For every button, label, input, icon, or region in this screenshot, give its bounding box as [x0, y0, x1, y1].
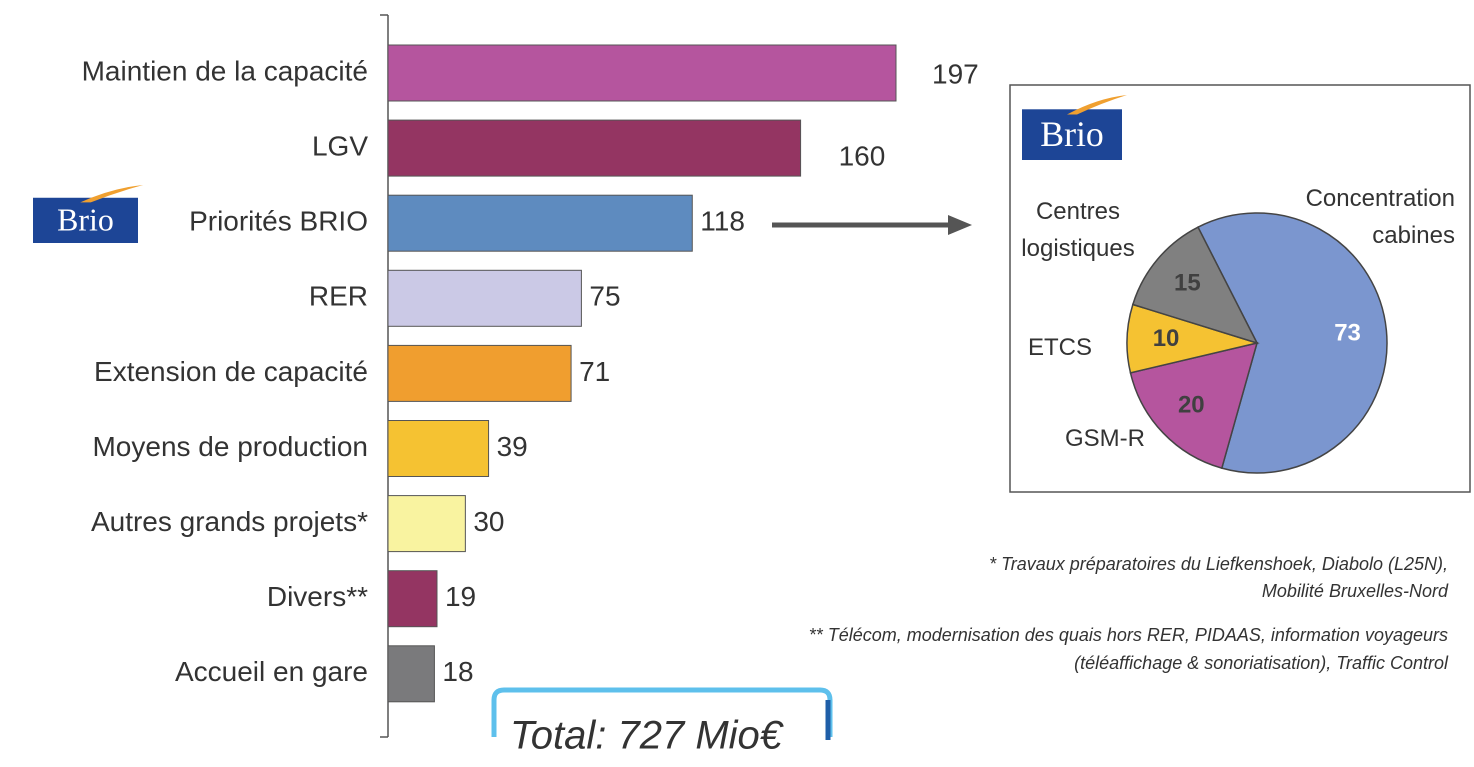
- value-label: 118: [700, 206, 745, 237]
- category-label: Accueil en gare: [175, 656, 368, 687]
- footnote: ** Télécom, modernisation des quais hors…: [809, 625, 1448, 645]
- bar: [387, 645, 435, 703]
- logo-text: Brio: [1040, 114, 1104, 154]
- slice-category: ETCS: [1028, 334, 1092, 361]
- footnote: Mobilité Bruxelles-Nord: [1262, 581, 1449, 601]
- slice-category-line: Concentration: [1306, 185, 1455, 212]
- slice-category-line: logistiques: [1021, 235, 1134, 262]
- bar: [387, 269, 582, 327]
- total-box: [491, 687, 833, 737]
- category-label: RER: [309, 281, 368, 312]
- logo-box: [1022, 109, 1122, 160]
- logo-box: [33, 197, 138, 243]
- slice-category-line: cabines: [1372, 222, 1455, 249]
- slice-value: 15: [1174, 270, 1201, 297]
- pie-slice: [1196, 212, 1388, 474]
- logo-swoosh: [1067, 95, 1127, 115]
- slice-value: 73: [1334, 319, 1361, 346]
- value-label: 160: [839, 140, 886, 171]
- bar: [387, 344, 572, 402]
- value-label: 18: [442, 656, 473, 687]
- bar: [387, 495, 466, 553]
- slice-category-line: GSM-R: [1065, 425, 1145, 452]
- bar: [387, 194, 693, 252]
- slice-category: Centres logistiques: [1021, 198, 1134, 262]
- footnote: (téléaffichage & sonoriatisation), Traff…: [1074, 653, 1449, 673]
- value-label: 39: [497, 431, 528, 462]
- pie-slice: [1131, 226, 1259, 345]
- value-label: 30: [473, 506, 504, 537]
- logo-swoosh: [80, 185, 144, 203]
- value-label: 71: [579, 356, 610, 387]
- logo-text: Brio: [57, 203, 114, 238]
- footnote: * Travaux préparatoires du Liefkenshoek,…: [989, 554, 1448, 574]
- bar: [387, 44, 897, 102]
- value-label: 197: [932, 58, 979, 89]
- slice-value: 20: [1178, 391, 1205, 418]
- value-label: 75: [589, 281, 620, 312]
- bar: [387, 119, 802, 177]
- value-label: 19: [445, 581, 476, 612]
- slice-category-line: ETCS: [1028, 334, 1092, 361]
- slice-category: GSM-R: [1065, 425, 1145, 452]
- category-label: Extension de capacité: [94, 356, 368, 387]
- category-label: LGV: [312, 130, 368, 161]
- category-label: Maintien de la capacité: [82, 55, 368, 86]
- bar: [387, 420, 490, 477]
- slice-category-line: Centres: [1036, 198, 1120, 225]
- slice-category: Concentration cabines: [1306, 185, 1455, 249]
- pie-slice: [1129, 341, 1259, 470]
- slice-value: 10: [1153, 325, 1180, 352]
- category-label: Divers**: [267, 581, 368, 612]
- bar: [387, 570, 438, 628]
- category-label: Moyens de production: [92, 431, 368, 462]
- inset-frame: [1009, 84, 1471, 493]
- arrow-head: [948, 215, 972, 235]
- total-label: Total: 727 Mio€: [510, 714, 784, 758]
- category-label: Autres grands projets*: [91, 506, 368, 537]
- category-label: Priorités BRIO: [189, 206, 368, 237]
